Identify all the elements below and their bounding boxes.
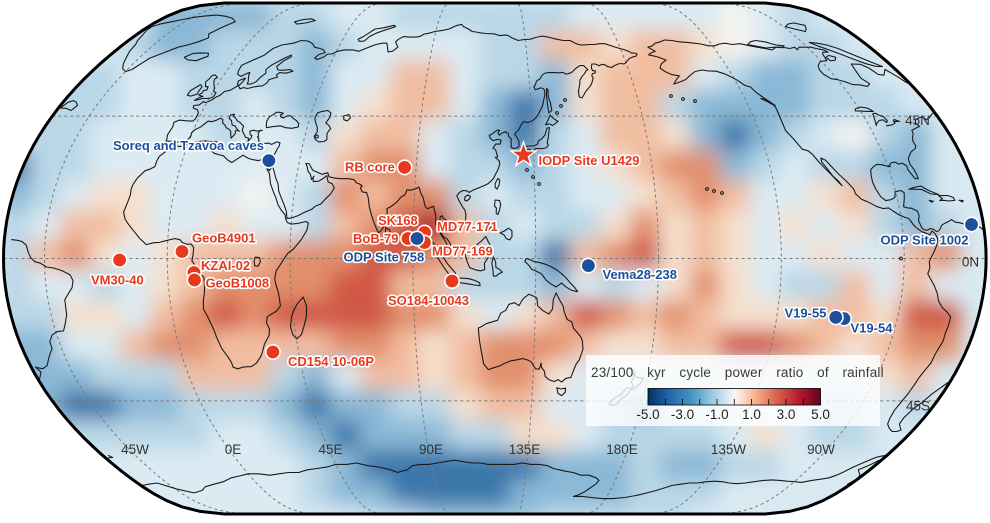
svg-text:GeoB1008: GeoB1008 — [206, 276, 270, 291]
svg-text:135E: 135E — [509, 442, 541, 457]
svg-text:RB core: RB core — [345, 160, 395, 175]
svg-text:MD77-171: MD77-171 — [437, 219, 498, 234]
svg-text:5.0: 5.0 — [811, 407, 830, 422]
svg-text:90E: 90E — [419, 442, 443, 457]
svg-text:-1.0: -1.0 — [705, 407, 728, 422]
svg-text:GeoB4901: GeoB4901 — [192, 231, 256, 246]
svg-text:23/100 kyr cycle power ratio o: 23/100 kyr cycle power ratio of rainfall — [591, 365, 884, 380]
svg-text:90W: 90W — [807, 442, 835, 457]
svg-text:3.0: 3.0 — [777, 407, 796, 422]
svg-text:45W: 45W — [121, 442, 149, 457]
svg-text:IODP Site U1429: IODP Site U1429 — [539, 153, 640, 168]
svg-text:-3.0: -3.0 — [671, 407, 694, 422]
svg-text:V19-55: V19-55 — [785, 306, 827, 321]
svg-text:45N: 45N — [905, 113, 930, 128]
svg-text:BoB-79: BoB-79 — [353, 231, 399, 246]
svg-text:MD77-169: MD77-169 — [432, 244, 493, 259]
svg-text:180E: 180E — [606, 442, 638, 457]
svg-text:45E: 45E — [318, 442, 342, 457]
svg-text:KZAI-02: KZAI-02 — [201, 258, 250, 273]
svg-text:SK168: SK168 — [378, 213, 418, 228]
svg-text:CD154 10-06P: CD154 10-06P — [288, 354, 374, 369]
svg-text:45S: 45S — [906, 399, 930, 414]
svg-text:Vema28-238: Vema28-238 — [603, 267, 677, 282]
svg-text:135W: 135W — [711, 442, 747, 457]
svg-text:VM30-40: VM30-40 — [91, 273, 144, 288]
svg-text:0N: 0N — [962, 255, 979, 270]
svg-text:Soreq and Tzavoa caves: Soreq and Tzavoa caves — [113, 138, 264, 153]
svg-text:0E: 0E — [225, 442, 242, 457]
svg-text:ODP Site 758: ODP Site 758 — [344, 250, 425, 265]
svg-text:V19-54: V19-54 — [851, 321, 894, 336]
svg-text:-5.0: -5.0 — [636, 407, 659, 422]
svg-text:ODP Site 1002: ODP Site 1002 — [881, 233, 969, 248]
svg-text:1.0: 1.0 — [742, 407, 761, 422]
svg-text:SO184-10043: SO184-10043 — [388, 293, 469, 308]
